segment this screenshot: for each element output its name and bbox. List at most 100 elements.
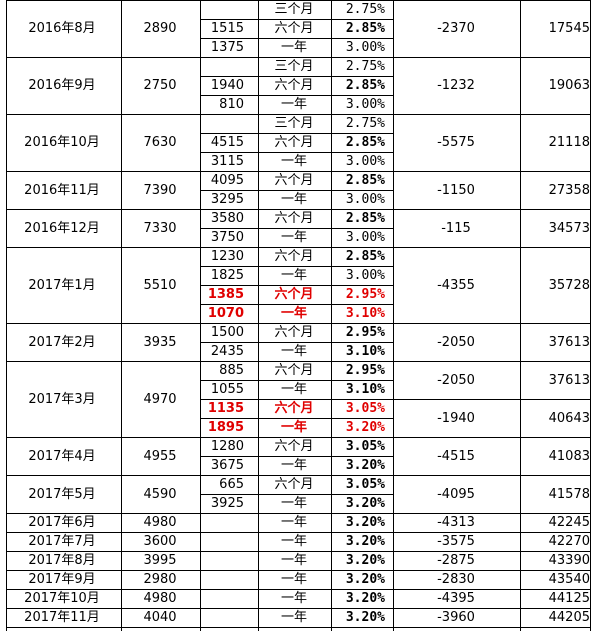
- grid-vline: [121, 0, 122, 631]
- diff-cell: -4395: [437, 591, 475, 606]
- grid-hline: [6, 247, 590, 248]
- diff-cell: -3960: [437, 610, 475, 625]
- rate-cell: 3.00%: [345, 192, 385, 207]
- term-cell: 一年: [280, 382, 307, 397]
- diff-cell: -2370: [437, 21, 475, 36]
- month-cell: 2016年12月: [24, 220, 100, 236]
- month-cell: 2017年7月: [28, 534, 96, 549]
- grid-hline: [200, 76, 393, 77]
- grid-hline: [200, 19, 393, 20]
- diff-cell: -5575: [437, 135, 475, 150]
- grid-hline: [200, 304, 393, 305]
- grid-hline: [6, 209, 590, 210]
- month-cell: 2017年5月: [28, 486, 96, 502]
- term-cell: 一年: [280, 515, 307, 530]
- amount-cell: 3115: [210, 154, 244, 169]
- total-cell: 4040: [143, 610, 177, 625]
- balance-cell: 42270: [548, 534, 590, 549]
- term-cell: 一年: [280, 192, 307, 207]
- grid-hline: [200, 228, 393, 229]
- total-cell: 2750: [143, 78, 177, 93]
- amount-cell: 3295: [210, 192, 244, 207]
- diff-cell: -4313: [437, 515, 475, 530]
- grid-hline: [6, 57, 590, 58]
- term-cell: 六个月: [274, 21, 314, 36]
- total-cell: 3995: [143, 553, 177, 568]
- rate-cell: 3.20%: [345, 572, 385, 587]
- rate-cell: 3.20%: [345, 610, 385, 625]
- term-cell: 三个月: [274, 116, 314, 131]
- amount-cell: 3925: [210, 496, 244, 511]
- amount-cell: 1070: [207, 306, 244, 321]
- total-cell: 4980: [143, 515, 177, 530]
- diff-cell: -3575: [437, 534, 475, 549]
- term-cell: 六个月: [274, 249, 314, 264]
- term-cell: 六个月: [274, 325, 314, 340]
- amount-cell: 3675: [210, 458, 244, 473]
- rate-cell: 3.00%: [345, 40, 385, 55]
- total-cell: 7630: [143, 135, 177, 150]
- term-cell: 一年: [280, 230, 307, 245]
- amount-cell: 1055: [210, 382, 244, 397]
- rate-cell: 3.20%: [345, 458, 385, 473]
- term-cell: 一年: [280, 420, 307, 435]
- amount-cell: 1825: [210, 268, 244, 283]
- month-cell: 2017年11月: [24, 610, 100, 625]
- term-cell: 六个月: [274, 363, 314, 378]
- rate-cell: 3.10%: [345, 382, 385, 397]
- grid-hline: [6, 437, 590, 438]
- diff-cell: -1940: [437, 410, 475, 426]
- amount-cell: 1280: [210, 439, 244, 454]
- rate-cell: 2.85%: [345, 211, 385, 226]
- total-cell: 7390: [143, 182, 177, 198]
- term-cell: 六个月: [274, 173, 314, 188]
- month-cell: 2017年1月: [28, 277, 96, 293]
- rate-cell: 3.20%: [345, 420, 385, 435]
- month-cell: 2016年11月: [24, 182, 100, 198]
- grid-hline: [200, 456, 393, 457]
- balance-cell: 37613: [548, 372, 590, 388]
- grid-hline: [200, 266, 393, 267]
- balance-cell: 42245: [548, 515, 590, 530]
- rate-cell: 3.10%: [345, 344, 385, 359]
- grid-hline: [6, 114, 590, 115]
- term-cell: 一年: [280, 553, 307, 568]
- grid-vline: [6, 0, 7, 631]
- balance-cell: 41083: [548, 448, 590, 464]
- term-cell: 六个月: [274, 211, 314, 226]
- term-cell: 一年: [280, 458, 307, 473]
- term-cell: 一年: [280, 591, 307, 606]
- rate-cell: 3.00%: [345, 154, 385, 169]
- month-cell: 2017年6月: [28, 515, 96, 530]
- diff-cell: -2875: [437, 553, 475, 568]
- rate-cell: 2.85%: [345, 173, 385, 188]
- rate-cell: 2.75%: [345, 59, 385, 74]
- grid-hline: [6, 627, 590, 628]
- grid-hline: [200, 95, 393, 96]
- amount-cell: 2435: [210, 344, 244, 359]
- grid-hline: [6, 0, 590, 1]
- grid-hline: [200, 342, 393, 343]
- amount-cell: 1500: [210, 325, 244, 340]
- grid-hline: [200, 418, 393, 419]
- rate-cell: 3.20%: [345, 515, 385, 530]
- rate-cell: 2.75%: [345, 2, 385, 17]
- term-cell: 一年: [280, 534, 307, 549]
- diff-cell: -2050: [437, 334, 475, 350]
- grid-hline: [6, 532, 590, 533]
- rate-cell: 3.05%: [345, 401, 385, 416]
- total-cell: 4980: [143, 591, 177, 606]
- balance-cell: 27358: [548, 182, 590, 198]
- rate-cell: 3.20%: [345, 496, 385, 511]
- term-cell: 一年: [280, 306, 307, 321]
- total-cell: 4970: [143, 391, 177, 407]
- grid-hline: [6, 513, 590, 514]
- grid-hline: [200, 38, 393, 39]
- rate-cell: 3.05%: [345, 439, 385, 454]
- total-cell: 2980: [143, 572, 177, 587]
- rate-cell: 3.00%: [345, 97, 385, 112]
- amount-cell: 810: [219, 97, 244, 112]
- term-cell: 一年: [280, 344, 307, 359]
- amount-cell: 3580: [210, 211, 244, 226]
